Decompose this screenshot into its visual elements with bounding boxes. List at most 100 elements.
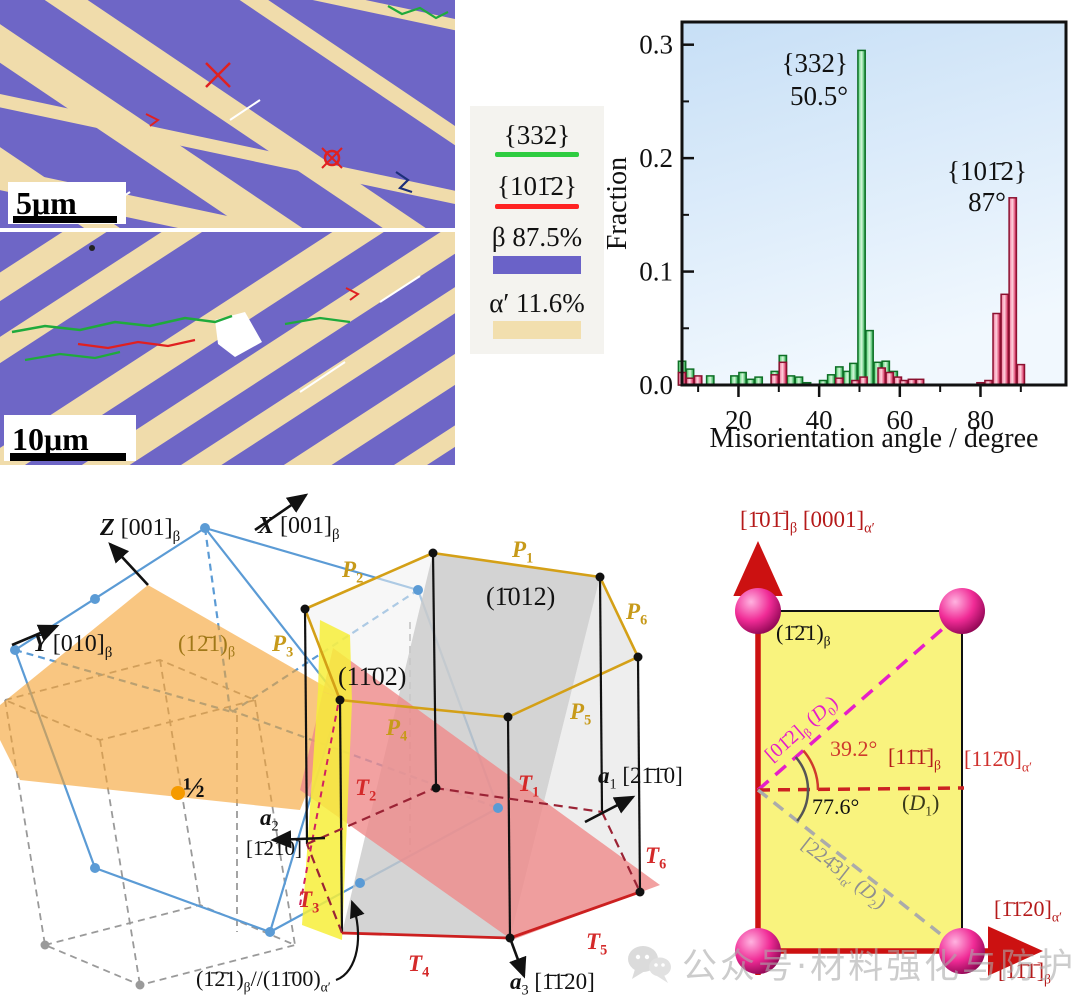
orientation-relationship-graphics xyxy=(733,541,1043,976)
crystal-diagram-3d-graphics xyxy=(0,493,660,990)
x-tick-label: 80 xyxy=(967,405,994,435)
legend: {332} {101̄2} β 87.5% α′ 11.6% xyxy=(470,106,604,354)
angle-77-arc xyxy=(794,756,810,822)
peak-annotation: {332} xyxy=(782,48,848,78)
crystal-diagram-3d: Z [001]β X [001]β Y [010]β (12̄1)β P3 P2 P1 P6 P… xyxy=(0,480,700,1008)
a2-axis-label: a2 xyxy=(260,805,279,835)
atoms xyxy=(735,588,985,974)
legend-label-332: {332} xyxy=(503,119,571,150)
legend-item-beta: β 87.5% xyxy=(491,222,583,274)
d1-line xyxy=(757,786,965,792)
d1-name-label: (D1) xyxy=(902,790,940,819)
bar xyxy=(770,374,780,386)
t1-label: T1 xyxy=(518,771,540,801)
legend-swatch-beta xyxy=(492,255,581,274)
bar xyxy=(1016,363,1026,386)
bar xyxy=(1008,197,1018,386)
scale-label: 10μm xyxy=(12,421,89,457)
plot-frame xyxy=(680,20,1068,387)
orientation-relationship-diagram: [1̄01̄]β [0001]α′ (1̄2̄1)β [01̄2]β (D0) 39.… xyxy=(700,480,1080,1008)
bar xyxy=(877,367,887,386)
plane-121-beta-label: (12̄1)β xyxy=(178,631,236,661)
x-tick-label: 40 xyxy=(806,405,833,435)
d1-beta-label: [11̄1̄]β xyxy=(888,744,941,773)
legend-item-1012: {101̄2} xyxy=(495,171,579,209)
d2-line xyxy=(756,788,964,953)
half-position-atom xyxy=(171,786,185,800)
bar xyxy=(778,361,788,386)
angle-39-arc xyxy=(802,749,820,791)
beta-lattice-points xyxy=(10,523,503,937)
pointer-curve-arrow xyxy=(335,899,365,982)
angle-77-label: 77.6° xyxy=(812,794,860,819)
a3-axis-label: a3 [1̄1̄20] xyxy=(510,969,595,999)
y-tick-label: 0.0 xyxy=(639,370,673,400)
scale-label: 5μm xyxy=(16,185,77,221)
x-axis-label: X [001]β xyxy=(258,513,340,543)
t4-label: T4 xyxy=(408,951,430,981)
t6-label: T6 xyxy=(645,843,667,873)
half-marker-label: ½ xyxy=(183,772,205,804)
boundary-marks xyxy=(11,245,360,362)
angle-39-label: 39.2° xyxy=(830,736,878,761)
bar xyxy=(826,374,836,386)
boundary-marks xyxy=(145,5,449,194)
vertical-axis-label: [1̄01̄]β [0001]α′ xyxy=(740,507,875,537)
bar xyxy=(857,49,866,386)
t5-label: T5 xyxy=(586,929,608,959)
legend-item-332: {332} xyxy=(495,119,579,158)
parallel-planes-label: (1̄2̄1)β//(11̄00)α′ xyxy=(196,966,331,995)
yellow-plane-upper xyxy=(318,620,352,702)
p6-label: P6 xyxy=(626,599,648,629)
ebsd-map-10um: 10μm xyxy=(0,232,455,465)
ebsd-map-5um: 5μm xyxy=(0,0,455,228)
axes-arrows xyxy=(11,493,636,982)
x-tick-label: 60 xyxy=(886,405,913,435)
p4-label: P4 xyxy=(386,715,408,745)
peak-annotation: 87° xyxy=(968,187,1006,217)
p1-label: P1 xyxy=(512,537,534,567)
y-tick-label: 0.3 xyxy=(639,30,673,60)
plane-121-beta xyxy=(0,585,345,810)
x-tick-label: 20 xyxy=(725,405,752,435)
scale-bar: 5μm xyxy=(8,182,126,224)
bar xyxy=(1000,293,1010,386)
legend-label-1012: {101̄2} xyxy=(497,171,577,202)
p5-label: P5 xyxy=(570,699,592,729)
legend-label-beta: β 87.5% xyxy=(491,222,583,253)
a1-axis-label: a1 [21̄1̄0] xyxy=(598,763,683,793)
p2-label: P2 xyxy=(342,557,364,587)
hex-vertices xyxy=(300,548,645,943)
y-tick-label: 0.2 xyxy=(639,143,673,173)
plane-121-beta-label: (1̄2̄1)β xyxy=(776,620,831,649)
horizontal-axis-alpha-label: [1̄1̄20]α′ xyxy=(994,896,1062,925)
peak-annotation: {101̄2} xyxy=(947,156,1027,186)
z-axis-label: Z [001]β xyxy=(100,515,181,545)
scale-bar: 10μm xyxy=(4,415,136,461)
bar xyxy=(738,371,747,386)
legend-label-alpha: α′ 11.6% xyxy=(489,287,585,318)
plane-1102-label: (11̄02) xyxy=(338,662,407,691)
t2-label: T2 xyxy=(355,775,377,805)
y-tick-label: 0.1 xyxy=(639,257,673,287)
peak-annotation: 50.5° xyxy=(790,81,848,111)
x-axis-title: Misorientation angle / degree xyxy=(710,423,1039,454)
legend-line-332 xyxy=(495,152,579,158)
horizontal-axis-beta-label: [11̄1̄]β xyxy=(998,958,1051,987)
bar xyxy=(992,312,1002,386)
legend-swatch-alpha xyxy=(492,321,581,340)
plane-121-rectangle xyxy=(757,610,963,952)
bar xyxy=(885,371,895,386)
y-axis-title: Fraction xyxy=(602,157,633,250)
legend-item-alpha: α′ 11.6% xyxy=(489,287,585,340)
misorientation-chart: 0.0 0.1 0.2 0.3 20 40 60 80 {332}50.5° {101̄2}87°… xyxy=(602,20,1068,454)
legend-line-1012 xyxy=(495,203,579,209)
y-axis-label: Y [010]β xyxy=(33,631,113,661)
d1-alpha-label: [112̄0]α′ xyxy=(964,746,1032,775)
hex-prism-edges xyxy=(299,551,642,940)
a2-direction-label: [1̄21̄0] xyxy=(246,836,302,860)
plane-1012-label: (1̄012) xyxy=(486,582,556,611)
t3-label: T3 xyxy=(298,887,320,917)
p3-label: P3 xyxy=(272,631,294,661)
